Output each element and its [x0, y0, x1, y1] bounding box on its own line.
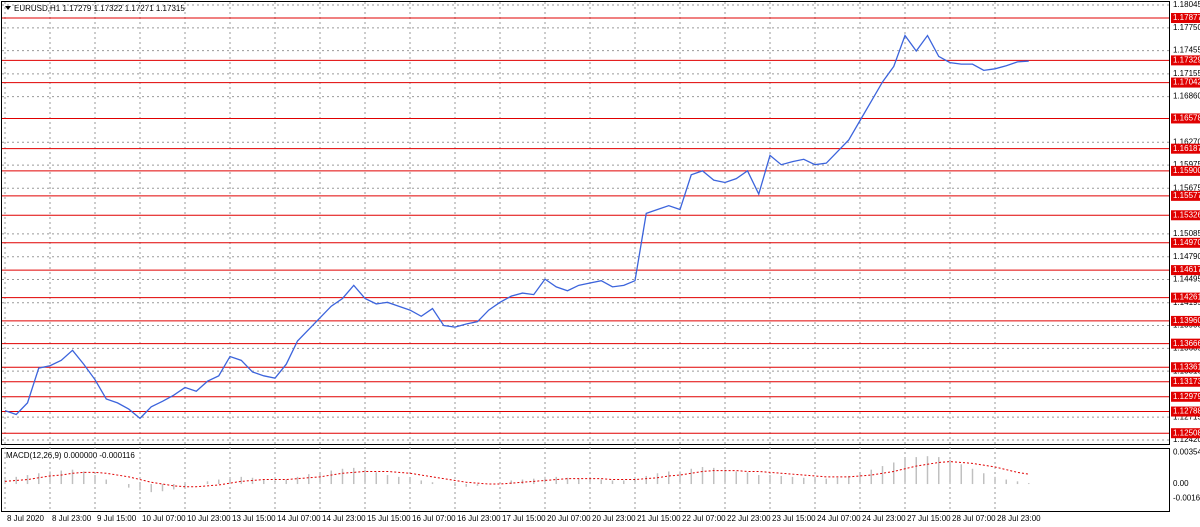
level-tag: [1171, 362, 1200, 373]
level-tag: [1171, 391, 1200, 402]
level-tag: [1171, 338, 1200, 349]
y-tick-label: 1.12420: [1173, 435, 1200, 444]
x-tick-label: 28 Jul 07:00: [952, 514, 996, 523]
level-label: 1.13173: [1173, 377, 1200, 386]
x-tick-label: 10 Jul 07:00: [142, 514, 186, 523]
level-tag: [1171, 143, 1200, 154]
x-tick-label: 8 Jul 2020: [7, 514, 44, 523]
level-label: 1.16187: [1173, 144, 1200, 153]
level-label: 1.12979: [1173, 392, 1200, 401]
x-tick-label: 17 Jul 15:00: [502, 514, 546, 523]
level-tag: [1171, 210, 1200, 221]
x-tick-label: 9 Jul 15:00: [97, 514, 137, 523]
level-label: 1.13666: [1173, 339, 1200, 348]
y-tick-label: 1.17455: [1173, 46, 1200, 55]
level-label: 1.12788: [1173, 407, 1200, 416]
x-tick-label: 13 Jul 15:00: [232, 514, 276, 523]
x-tick-label: 28 Jul 23:00: [997, 514, 1041, 523]
level-tag: [1171, 265, 1200, 276]
y-tick-label: 0.00354: [1173, 447, 1200, 456]
y-tick-label: 0.00: [1173, 479, 1189, 488]
y-tick-label: 1.14790: [1173, 252, 1200, 261]
price-line: [4, 34, 1029, 420]
x-tick-label: 20 Jul 07:00: [547, 514, 591, 523]
x-tick-label: 16 Jul 23:00: [457, 514, 501, 523]
macd-panel: [1, 448, 1170, 512]
x-tick-label: 15 Jul 15:00: [367, 514, 411, 523]
y-tick-label: 1.17750: [1173, 23, 1200, 32]
x-tick-label: 16 Jul 07:00: [412, 514, 456, 523]
y-tick-label: 1.16860: [1173, 92, 1200, 101]
y-tick-label: 1.18045: [1173, 0, 1200, 9]
level-label: 1.17042: [1173, 78, 1200, 87]
x-tick-label: 23 Jul 15:00: [772, 514, 816, 523]
x-tick-label: 24 Jul 23:00: [862, 514, 906, 523]
level-label: 1.14617: [1173, 265, 1200, 274]
x-tick-label: 21 Jul 15:00: [637, 514, 681, 523]
level-label: 1.12508: [1173, 428, 1200, 437]
x-tick-label: 10 Jul 23:00: [187, 514, 231, 523]
y-tick-label: 1.14495: [1173, 275, 1200, 284]
macd-title: MACD(12,26,9) 0.000000 -0.000116: [6, 451, 135, 460]
level-label: 1.13960: [1173, 316, 1200, 325]
level-label: 1.16578: [1173, 114, 1200, 123]
x-tick-label: 8 Jul 23:00: [52, 514, 92, 523]
y-tick-label: 1.15675: [1173, 183, 1200, 192]
x-tick-label: 22 Jul 07:00: [682, 514, 726, 523]
level-label: 1.14970: [1173, 238, 1200, 247]
level-tag: [1171, 165, 1200, 176]
level-tag: [1171, 376, 1200, 387]
level-label: 1.14261: [1173, 293, 1200, 302]
x-tick-label: 27 Jul 15:00: [907, 514, 951, 523]
level-tag: [1171, 428, 1200, 439]
y-tick-label: 1.17155: [1173, 69, 1200, 78]
level-tag: [1171, 190, 1200, 201]
menu-arrow: [5, 6, 11, 10]
y-tick-label: 1.15975: [1173, 160, 1200, 169]
x-tick-label: 24 Jul 07:00: [817, 514, 861, 523]
level-tag: [1171, 55, 1200, 66]
level-label: 1.15326: [1173, 210, 1200, 219]
level-tag: [1171, 113, 1200, 124]
x-tick-label: 22 Jul 23:00: [727, 514, 771, 523]
x-tick-label: 14 Jul 23:00: [322, 514, 366, 523]
level-label: 1.17329: [1173, 55, 1200, 64]
level-tag: [1171, 315, 1200, 326]
level-tag: [1171, 77, 1200, 88]
level-tag: [1171, 292, 1200, 303]
y-tick-label: 1.12715: [1173, 412, 1200, 421]
level-label: 1.15577: [1173, 191, 1200, 200]
x-tick-label: 14 Jul 07:00: [277, 514, 321, 523]
main-panel: [1, 1, 1170, 445]
x-tick-label: 20 Jul 23:00: [592, 514, 636, 523]
level-tag: [1171, 237, 1200, 248]
level-label: 1.13361: [1173, 362, 1200, 371]
y-tick-label: 1.15085: [1173, 229, 1200, 238]
level-tag: [1171, 406, 1200, 417]
level-label: 1.15900: [1173, 166, 1200, 175]
y-tick-label: 1.16270: [1173, 137, 1200, 146]
y-tick-label: -0.00162: [1173, 494, 1200, 503]
chart-title: EURUSD,H1 1.17279 1.17322 1.17271 1.1731…: [14, 4, 185, 13]
level-label: 1.17877: [1173, 13, 1200, 22]
level-tag: [1171, 12, 1200, 23]
signal-line: [4, 461, 1029, 488]
